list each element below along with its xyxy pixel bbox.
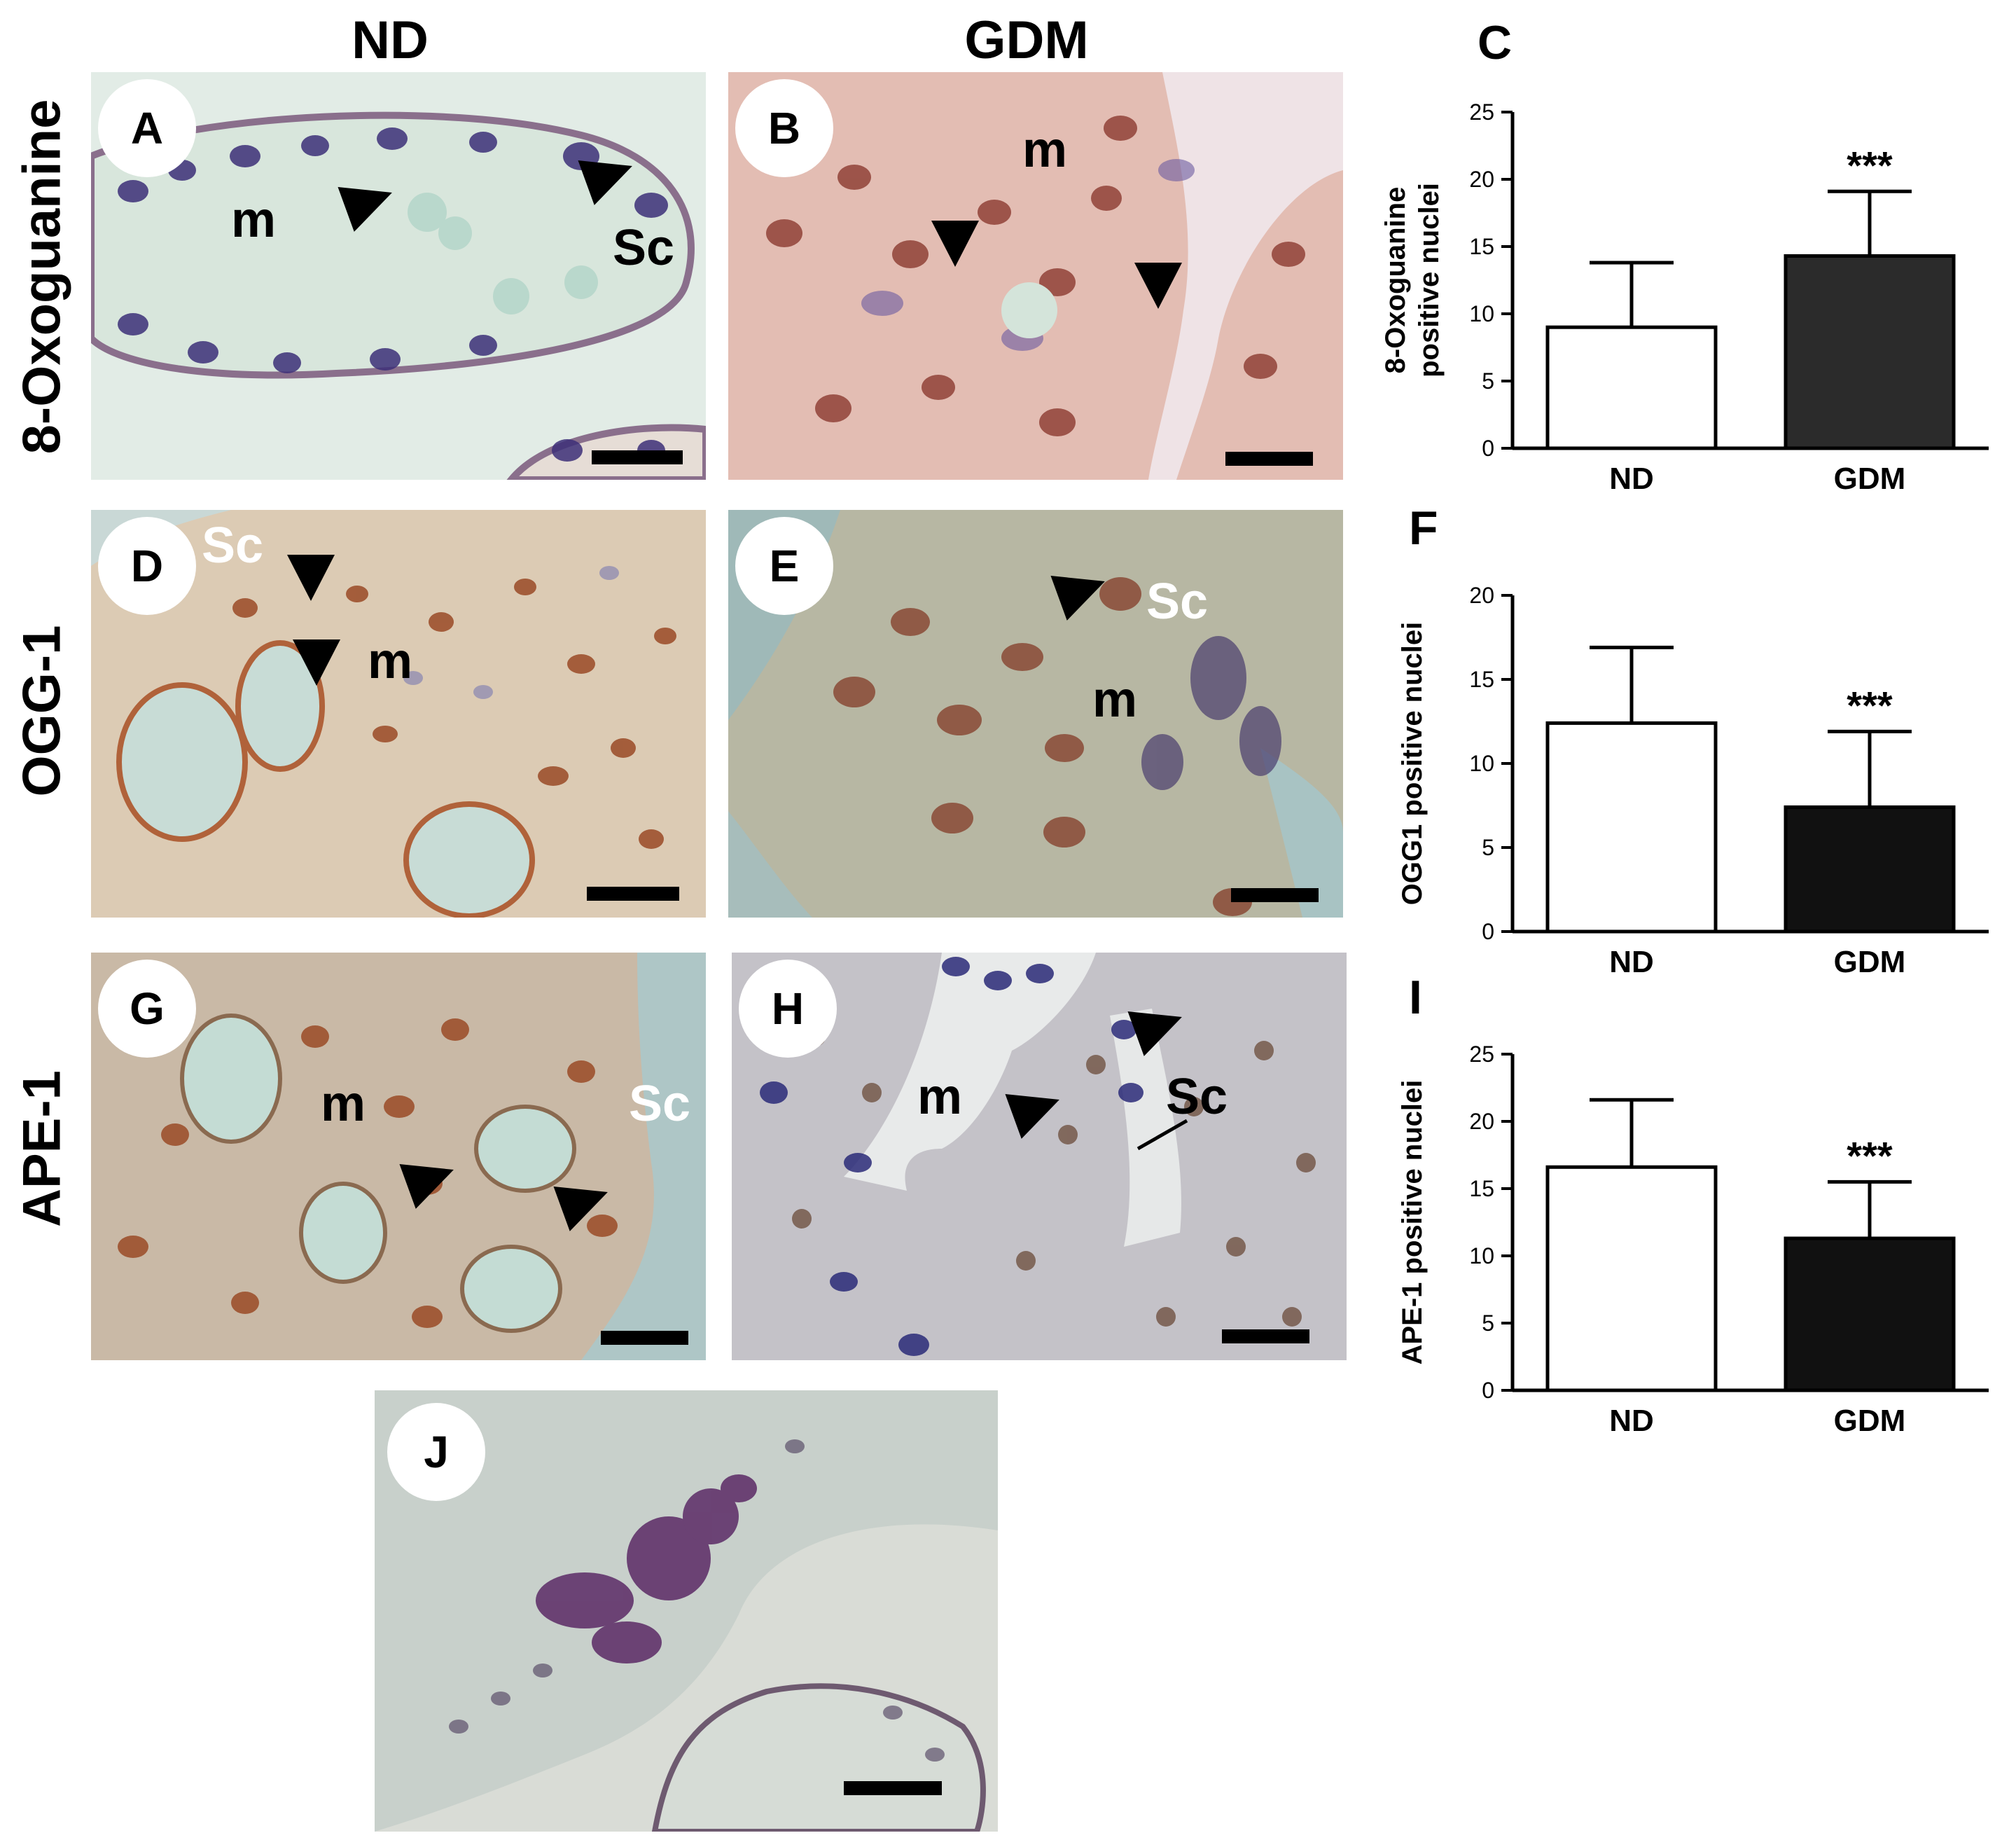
label-mesenchyme: m [321,1076,366,1132]
label-syncytiotrophoblast: Sc [1166,1069,1228,1125]
label-syncytiotrophoblast: Sc [629,1076,691,1132]
y-tick-label: 0 [1482,1378,1494,1403]
arrowhead [931,221,979,267]
scale-bar [601,1331,688,1345]
y-tick-label: 0 [1482,919,1494,944]
x-tick-label: ND [1609,462,1654,496]
y-tick-label: 20 [1469,167,1494,192]
chart-c: 0 5 10 15 20 25 8-Oxoguanine positive nuclei ND G… [1372,70,2003,518]
panel-badge-a: A [98,79,196,177]
chart-i: 0 5 10 15 20 25 APE-1 positive nuclei ND GDM *** [1372,1012,2003,1460]
y-tick-label: 25 [1469,1042,1494,1067]
x-tick-label: GDM [1834,1404,1906,1438]
y-axis-label: 8-Oxoguanine [1380,187,1411,374]
y-tick-label: 25 [1469,99,1494,125]
scale-bar [1225,452,1313,466]
label-mesenchyme: m [1022,122,1068,178]
arrowhead [1134,263,1182,309]
y-axis-label: positive nuclei [1414,183,1445,378]
x-tick-label: GDM [1834,462,1906,496]
chart-letter-c: C [1478,16,1513,69]
x-tick-label: ND [1609,1404,1654,1438]
significance-marker: *** [1847,1133,1893,1177]
bar-gdm [1784,805,1956,934]
micrograph-e: E Sc m [728,510,1343,918]
micrograph-a: A m Sc [91,72,706,480]
bar-nd [1545,721,1718,934]
row-header-ogg-1: OGG-1 [12,625,72,797]
panel-badge-h: H [739,960,837,1058]
y-axis-label: APE-1 positive nuclei [1397,1080,1428,1365]
micrograph-j: J [375,1390,998,1832]
panel-badge-b: B [735,79,833,177]
y-tick-label: 10 [1469,751,1494,776]
label-syncytiotrophoblast: Sc [1146,574,1209,630]
scale-bar [1222,1329,1309,1343]
panel-badge-e: E [735,517,833,615]
y-axis-label: OGG1 positive nuclei [1397,622,1428,906]
bar-nd [1545,1165,1718,1392]
y-tick-label: 20 [1469,583,1494,608]
micrograph-g: G m Sc [91,953,706,1360]
y-tick-label: 15 [1469,667,1494,692]
label-syncytiotrophoblast: Sc [202,518,264,574]
arrowhead [287,555,335,601]
y-tick-label: 0 [1482,436,1494,461]
y-tick-label: 5 [1482,835,1494,860]
bar-gdm [1784,254,1956,450]
y-tick-label: 10 [1469,1243,1494,1268]
micrograph-h: H m Sc [732,953,1347,1360]
arrowhead [293,639,340,686]
panel-badge-j: J [387,1403,485,1501]
scale-bar [592,450,683,464]
column-header-gdm: GDM [964,11,1089,70]
y-tick-label: 20 [1469,1109,1494,1134]
chart-f: 0 5 10 15 20 OGG1 positive nuclei ND GDM *** [1372,553,2003,1002]
chart-letter-i: I [1409,971,1422,1024]
column-header-nd: ND [352,11,429,70]
row-header-8-oxoguanine: 8-Oxoguanine [12,99,72,455]
y-tick-label: 10 [1469,301,1494,326]
scale-bar [844,1781,942,1795]
micrograph-d: D Sc m [91,510,706,918]
bar-gdm [1784,1236,1956,1392]
y-tick-label: 15 [1469,1176,1494,1201]
label-mesenchyme: m [917,1069,963,1125]
row-header-ape-1: APE-1 [12,1070,72,1227]
significance-marker: *** [1847,683,1893,727]
y-tick-label: 5 [1482,368,1494,394]
label-mesenchyme: m [231,192,277,248]
label-syncytiotrophoblast: Sc [613,220,675,276]
y-tick-label: 15 [1469,234,1494,259]
scale-bar [587,887,679,901]
label-mesenchyme: m [1092,672,1138,728]
scale-bar [1231,888,1319,902]
x-tick-label: GDM [1834,945,1906,979]
panel-badge-g: G [98,960,196,1058]
y-tick-label: 5 [1482,1310,1494,1336]
bar-nd [1545,325,1718,450]
micrograph-b: B m [728,72,1343,480]
chart-letter-f: F [1409,501,1438,555]
panel-badge-d: D [98,517,196,615]
x-tick-label: ND [1609,945,1654,979]
label-mesenchyme: m [368,633,413,689]
significance-marker: *** [1847,143,1893,187]
